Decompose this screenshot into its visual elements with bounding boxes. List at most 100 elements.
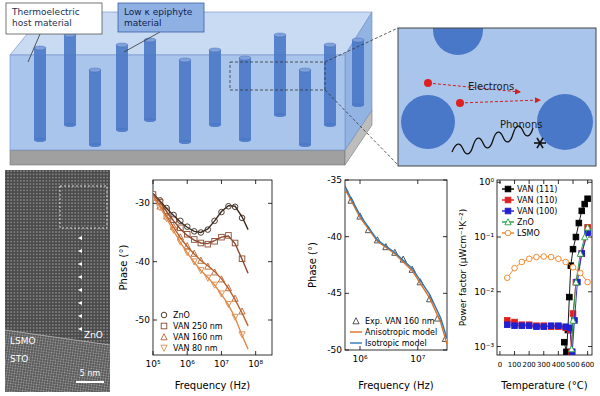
pillar-bottom <box>89 143 101 147</box>
pillar-top <box>116 43 128 47</box>
data-point <box>582 234 588 240</box>
x-axis-label: Frequency (Hz) <box>175 380 251 391</box>
plot-data <box>504 196 590 355</box>
x-tick <box>187 180 188 184</box>
legend-marker <box>505 219 511 225</box>
data-point <box>561 339 567 345</box>
dislocation-marker <box>78 249 82 253</box>
x-tick <box>153 180 154 184</box>
data-point <box>573 279 579 285</box>
y-tick <box>497 237 501 238</box>
zoom-frame <box>398 28 596 166</box>
text-line: Low κ epiphyte <box>124 7 193 17</box>
zoom-region <box>230 62 325 90</box>
plot-data <box>153 192 248 349</box>
schematic: Thermoelectrichost materialLow κ epiphyt… <box>6 3 398 165</box>
data-point <box>579 208 585 214</box>
y-tick-label: -40 <box>327 232 342 242</box>
y-tick-label: -45 <box>327 288 342 298</box>
pillar-bottom <box>352 103 364 107</box>
electron-path <box>460 100 540 103</box>
legend-label: Exp. VAN 160 nm <box>365 317 435 326</box>
tem-label: LSMO <box>10 336 36 346</box>
scale-label: 5 nm <box>80 369 101 378</box>
x-tick-label: 500 <box>566 361 579 369</box>
data-point <box>504 275 510 281</box>
interface <box>5 330 110 345</box>
data-point <box>585 196 591 202</box>
data-point <box>573 234 579 240</box>
x-tick-label: 10⁸ <box>248 359 263 369</box>
data-point <box>570 264 576 270</box>
pillar-top <box>352 38 364 42</box>
y-axis-label: Power factor (μWcm⁻¹K⁻²) <box>458 209 468 326</box>
data-point <box>519 259 525 265</box>
y-tick <box>443 293 447 294</box>
y-tick <box>443 350 447 351</box>
pillar-bottom <box>116 128 128 132</box>
dislocation-marker <box>78 314 82 318</box>
x-tick <box>360 180 361 184</box>
pillar <box>324 45 336 125</box>
data-point <box>556 256 562 262</box>
data-point <box>526 323 532 329</box>
data-point <box>526 256 532 262</box>
y-tick-label: -50 <box>135 315 150 325</box>
x-tick <box>499 351 500 355</box>
legend-marker <box>161 323 167 329</box>
data-point <box>512 265 518 271</box>
label-box <box>6 3 102 34</box>
y-tick <box>268 320 272 321</box>
y-tick <box>268 203 272 204</box>
x-tick <box>360 346 361 350</box>
data-point <box>576 220 582 226</box>
y-tick <box>497 291 501 292</box>
x-tick-label: 10⁷ <box>214 359 229 369</box>
data-point <box>556 323 562 329</box>
x-tick <box>558 351 559 355</box>
series-line <box>153 197 248 349</box>
x-tick <box>529 180 530 184</box>
data-point <box>541 324 547 330</box>
data-point <box>570 246 576 252</box>
x-tick-label: 100 <box>508 361 521 369</box>
inset-frame <box>60 186 107 228</box>
x-tick-label: 10⁵ <box>145 359 160 369</box>
substrate-front <box>10 150 345 165</box>
host-side <box>345 12 372 150</box>
y-tick <box>588 291 592 292</box>
pillar <box>144 40 156 120</box>
text-line: material <box>124 18 162 28</box>
plot-data <box>345 186 447 345</box>
x-tick-label: 10⁶ <box>352 354 367 364</box>
zoom-line <box>325 90 398 165</box>
legend-marker <box>505 230 511 236</box>
electron <box>456 99 464 107</box>
chart: 10⁵10⁶10⁷10⁸-30-40-50ZnOVAN 250 nmVAN 16… <box>118 180 272 391</box>
series-line <box>153 194 248 273</box>
label-box <box>118 3 204 32</box>
data-point <box>526 322 532 328</box>
data-point <box>582 201 588 207</box>
legend-label: VAN (111) <box>517 185 557 194</box>
y-tick-label: 10⁰ <box>479 177 494 187</box>
x-tick-label: 600 <box>581 361 594 369</box>
pillar-top <box>299 68 311 72</box>
y-tick-label: 10⁻² <box>474 287 494 297</box>
data-point <box>548 323 554 329</box>
legend-label: VAN 250 nm <box>173 322 223 331</box>
tem-film <box>5 170 110 392</box>
x-tick-label: 300 <box>537 361 550 369</box>
legend: Exp. VAN 160 nmAnisotropic modelIsotropi… <box>350 317 437 348</box>
x-tick <box>221 351 222 355</box>
pillar <box>209 50 221 125</box>
legend: VAN (111)VAN (110)VAN (100)ZnOLSMO <box>502 185 557 238</box>
pillar <box>116 45 128 130</box>
text-line: host material <box>12 18 72 28</box>
plot-frame <box>345 180 447 350</box>
x-tick <box>514 351 515 355</box>
legend-label: LSMO <box>517 229 540 238</box>
y-tick-label: -30 <box>135 198 150 208</box>
series-line <box>572 227 588 349</box>
x-tick <box>573 180 574 184</box>
